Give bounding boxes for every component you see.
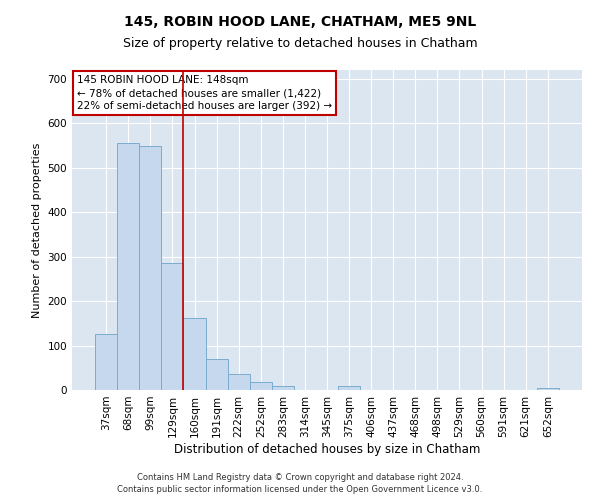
Bar bbox=[139, 146, 161, 390]
Text: Size of property relative to detached houses in Chatham: Size of property relative to detached ho… bbox=[122, 38, 478, 51]
Bar bbox=[95, 334, 117, 390]
Bar bbox=[338, 386, 360, 390]
Bar bbox=[117, 144, 139, 390]
Bar bbox=[272, 386, 294, 390]
Text: 145, ROBIN HOOD LANE, CHATHAM, ME5 9NL: 145, ROBIN HOOD LANE, CHATHAM, ME5 9NL bbox=[124, 15, 476, 29]
Text: 145 ROBIN HOOD LANE: 148sqm
← 78% of detached houses are smaller (1,422)
22% of : 145 ROBIN HOOD LANE: 148sqm ← 78% of det… bbox=[77, 75, 332, 111]
Bar bbox=[184, 318, 206, 390]
Bar bbox=[537, 388, 559, 390]
X-axis label: Distribution of detached houses by size in Chatham: Distribution of detached houses by size … bbox=[174, 442, 480, 456]
Y-axis label: Number of detached properties: Number of detached properties bbox=[32, 142, 42, 318]
Bar bbox=[250, 382, 272, 390]
Text: Contains HM Land Registry data © Crown copyright and database right 2024.
Contai: Contains HM Land Registry data © Crown c… bbox=[118, 473, 482, 494]
Bar bbox=[161, 264, 184, 390]
Bar bbox=[227, 374, 250, 390]
Bar bbox=[206, 359, 227, 390]
